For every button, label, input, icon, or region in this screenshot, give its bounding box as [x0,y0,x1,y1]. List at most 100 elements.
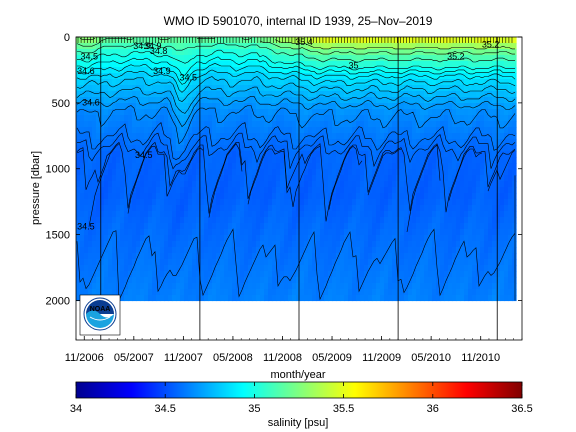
salinity-cell [228,121,233,128]
salinity-cell [340,253,345,260]
salinity-cell [96,265,101,272]
salinity-cell [368,139,373,146]
salinity-cell [492,145,497,152]
salinity-cell [204,271,209,278]
salinity-cell [116,271,121,278]
salinity-cell [360,103,365,110]
salinity-cell [340,283,345,290]
salinity-cell [420,229,425,236]
salinity-cell [196,127,201,134]
salinity-cell [276,247,281,254]
salinity-cell [228,205,233,212]
salinity-cell [144,187,149,194]
salinity-cell [260,79,265,86]
salinity-cell [140,151,145,158]
salinity-cell [88,187,93,194]
salinity-cell [204,295,209,302]
salinity-cell [116,145,121,152]
salinity-cell [140,259,145,266]
salinity-cell [132,139,137,146]
salinity-cell [128,79,133,86]
salinity-cell [344,277,349,284]
salinity-cell [388,91,393,98]
salinity-cell [472,289,477,296]
salinity-cell [476,223,481,230]
salinity-cell [340,295,345,302]
salinity-cell [92,73,97,80]
salinity-cell [328,187,333,194]
salinity-cell [492,73,497,80]
salinity-cell [204,139,209,146]
salinity-cell [100,145,105,152]
salinity-cell [444,145,449,152]
salinity-cell [436,91,441,98]
salinity-cell [492,85,497,92]
salinity-cell [464,115,469,122]
salinity-cell [320,55,325,62]
salinity-cell [448,229,453,236]
salinity-cell [172,181,177,188]
salinity-cell [164,259,169,266]
salinity-cell [456,49,461,56]
salinity-cell [92,259,97,266]
salinity-cell [352,79,357,86]
salinity-cell [416,289,421,296]
salinity-cell [180,79,185,86]
salinity-cell [376,259,381,266]
salinity-cell [352,235,357,242]
salinity-cell [196,229,201,236]
salinity-cell [216,217,221,224]
salinity-cell [240,223,245,230]
salinity-cell [204,223,209,230]
salinity-cell [248,289,253,296]
salinity-cell [180,187,185,194]
salinity-cell [176,55,181,62]
salinity-cell [76,217,81,224]
salinity-cell [432,289,437,296]
salinity-cell [444,223,449,230]
salinity-cell [96,253,101,260]
salinity-cell [184,67,189,74]
salinity-cell [504,115,509,122]
salinity-cell [420,43,425,50]
salinity-cell [176,163,181,170]
salinity-cell [468,115,473,122]
salinity-cell [128,139,133,146]
salinity-cell [392,169,397,176]
salinity-cell [424,205,429,212]
salinity-cell [308,187,313,194]
salinity-cell [292,283,297,290]
salinity-cell [492,217,497,224]
salinity-cell [224,187,229,194]
salinity-cell [136,139,141,146]
salinity-cell [400,229,405,236]
salinity-cell [212,91,217,98]
salinity-cell [208,181,213,188]
salinity-cell [384,85,389,92]
salinity-cell [288,139,293,146]
salinity-cell [308,199,313,206]
salinity-cell [156,169,161,176]
salinity-cell [76,97,81,104]
salinity-cell [496,241,501,248]
salinity-cell [348,145,353,152]
salinity-cell [388,259,393,266]
salinity-cell [156,235,161,242]
salinity-cell [412,241,417,248]
salinity-cell [224,139,229,146]
salinity-cell [232,109,237,116]
salinity-cell [280,271,285,278]
salinity-cell [128,67,133,74]
salinity-cell [428,205,433,212]
salinity-cell [300,97,305,104]
salinity-cell [248,67,253,74]
salinity-cell [484,241,489,248]
salinity-cell [476,133,481,140]
salinity-cell [220,277,225,284]
salinity-cell [436,199,441,206]
salinity-cell [204,37,209,44]
salinity-cell [284,223,289,230]
salinity-cell [392,127,397,134]
salinity-cell [492,103,497,110]
salinity-cell [128,223,133,230]
